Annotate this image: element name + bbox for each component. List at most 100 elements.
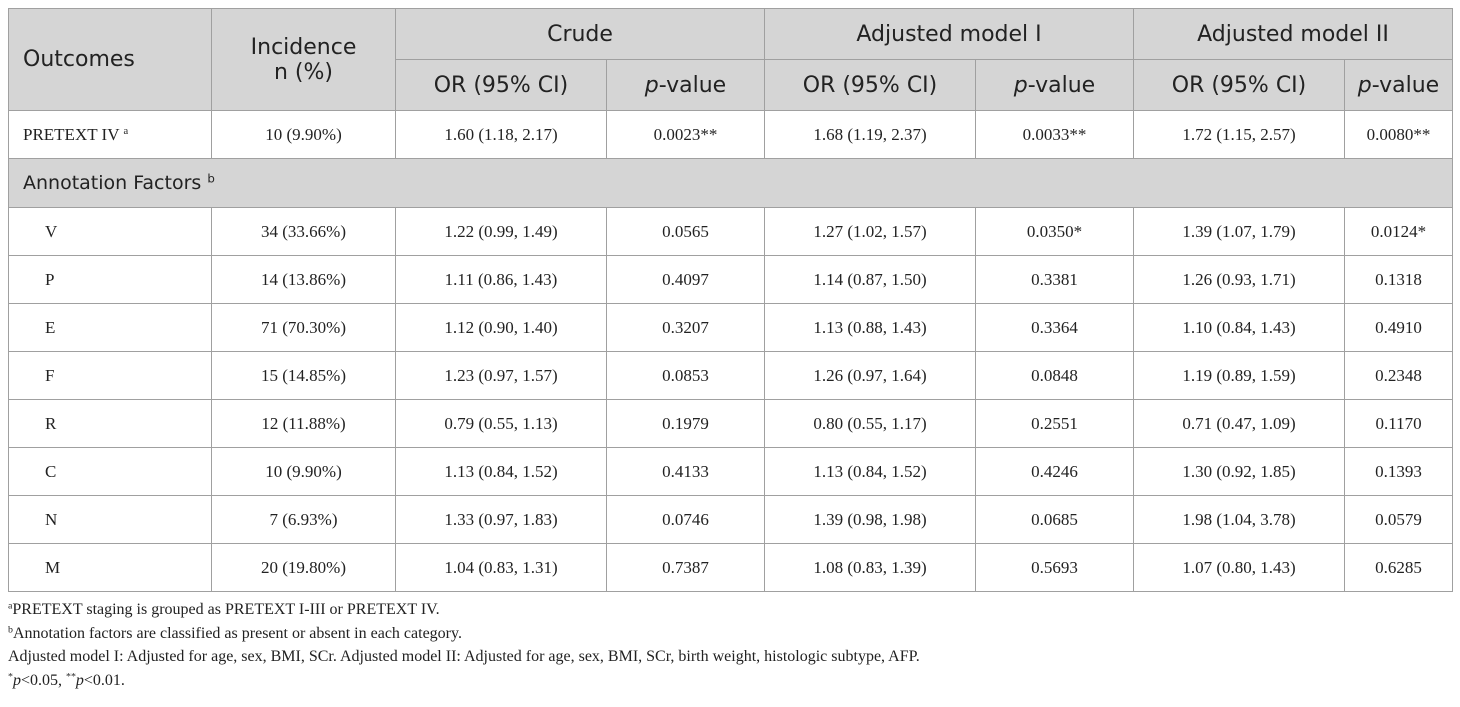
incidence-cell: 12 (11.88%)	[211, 399, 396, 448]
pvalue-cell-model-1: 0.3364	[975, 303, 1135, 352]
or-cell-crude: 1.11 (0.86, 1.43)	[395, 255, 607, 304]
table-row: M 20 (19.80%) 1.04 (0.83, 1.31) 0.7387 1.08 …	[8, 543, 1454, 592]
pvalue-cell-model-1: 0.5693	[975, 543, 1135, 592]
footnote-adjusted-models: Adjusted model I: Adjusted for age, sex,…	[8, 648, 920, 665]
pvalue-cell-model-1: 0.3381	[975, 255, 1135, 304]
pvalue-cell-crude: 0.4097	[605, 255, 766, 304]
or-cell-model-2: 1.30 (0.92, 1.85)	[1133, 447, 1346, 496]
or-cell-crude: 1.13 (0.84, 1.52)	[395, 447, 607, 496]
table-row: P 14 (13.86%) 1.11 (0.86, 1.43) 0.4097 1.14 …	[8, 255, 1454, 304]
header-or-crude: OR (95% CI)	[395, 59, 607, 111]
header-pvalue-model-1: p-value	[975, 59, 1135, 111]
row-label: F	[8, 351, 212, 400]
or-cell-model-2: 1.10 (0.84, 1.43)	[1133, 303, 1346, 352]
pvalue-cell-model-2: 0.1318	[1344, 255, 1454, 304]
results-table: Outcomes Incidence n (%) Crude Adjusted …	[7, 8, 1454, 592]
table-row: R 12 (11.88%) 0.79 (0.55, 1.13) 0.1979 0.80 …	[8, 399, 1454, 448]
table-row-pretext: PRETEXT IV a 10 (9.90%) 1.60 (1.18, 2.17…	[8, 110, 1454, 159]
pvalue-cell-crude: 0.0023**	[605, 110, 766, 159]
or-cell-model-2: 1.19 (0.89, 1.59)	[1133, 351, 1346, 400]
pvalue-cell-model-1: 0.0685	[975, 495, 1135, 544]
incidence-cell: 71 (70.30%)	[211, 303, 396, 352]
incidence-cell: 20 (19.80%)	[211, 543, 396, 592]
or-cell-crude: 1.04 (0.83, 1.31)	[395, 543, 607, 592]
pvalue-cell-crude: 0.3207	[605, 303, 766, 352]
pvalue-cell-model-2: 0.1393	[1344, 447, 1454, 496]
header-incidence-line2: n (%)	[273, 59, 333, 85]
footnote-b: bAnnotation factors are classified as pr…	[8, 624, 462, 642]
or-cell-crude: 1.33 (0.97, 1.83)	[395, 495, 607, 544]
row-label: E	[8, 303, 212, 352]
incidence-cell: 10 (9.90%)	[211, 110, 396, 159]
or-cell-model-2: 1.26 (0.93, 1.71)	[1133, 255, 1346, 304]
table-header: Outcomes Incidence n (%) Crude Adjusted …	[8, 8, 1454, 111]
header-group-adjusted-model-2: Adjusted model II	[1133, 8, 1454, 60]
header-or-model-2: OR (95% CI)	[1133, 59, 1346, 111]
row-label: N	[8, 495, 212, 544]
section-label: Annotation Factors b	[7, 158, 1454, 208]
or-cell-crude: 0.79 (0.55, 1.13)	[395, 399, 607, 448]
or-cell-model-2: 1.07 (0.80, 1.43)	[1133, 543, 1346, 592]
header-incidence-line1: Incidence	[250, 34, 357, 60]
row-label: V	[8, 207, 212, 256]
header-or-model-1: OR (95% CI)	[764, 59, 977, 111]
header-incidence: Incidence n (%)	[211, 8, 396, 111]
or-cell-model-1: 1.08 (0.83, 1.39)	[764, 543, 977, 592]
or-cell-model-2: 1.72 (1.15, 2.57)	[1133, 110, 1346, 159]
or-cell-model-1: 1.14 (0.87, 1.50)	[764, 255, 977, 304]
row-label: PRETEXT IV a	[8, 110, 212, 159]
header-group-adjusted-model-1: Adjusted model I	[764, 8, 1135, 60]
pvalue-cell-model-1: 0.4246	[975, 447, 1135, 496]
or-cell-model-1: 1.13 (0.84, 1.52)	[764, 447, 977, 496]
or-cell-model-2: 1.39 (1.07, 1.79)	[1133, 207, 1346, 256]
row-label: P	[8, 255, 212, 304]
row-label: C	[8, 447, 212, 496]
incidence-cell: 34 (33.66%)	[211, 207, 396, 256]
incidence-cell: 14 (13.86%)	[211, 255, 396, 304]
or-cell-model-1: 0.80 (0.55, 1.17)	[764, 399, 977, 448]
or-cell-model-1: 1.13 (0.88, 1.43)	[764, 303, 977, 352]
or-cell-model-1: 1.68 (1.19, 2.37)	[764, 110, 977, 159]
header-group-crude: Crude	[394, 8, 766, 60]
section-row-annotation-factors: Annotation Factors b	[7, 158, 1454, 208]
pvalue-cell-crude: 0.4133	[605, 447, 766, 496]
row-label: R	[8, 399, 212, 448]
row-label: M	[8, 543, 212, 592]
or-cell-model-2: 0.71 (0.47, 1.09)	[1133, 399, 1346, 448]
pvalue-cell-model-1: 0.0350*	[975, 207, 1135, 256]
table-row: C 10 (9.90%) 1.13 (0.84, 1.52) 0.4133 1.13 (…	[8, 447, 1454, 496]
pvalue-cell-model-2: 0.4910	[1344, 303, 1454, 352]
header-pvalue-model-2: p-value	[1344, 59, 1454, 111]
pvalue-cell-model-1: 0.0033**	[975, 110, 1135, 159]
header-pvalue-crude: p-value	[605, 59, 766, 111]
pvalue-cell-model-2: 0.0579	[1344, 495, 1454, 544]
footnotes: aPRETEXT staging is grouped as PRETEXT I…	[8, 598, 920, 692]
factor-rows: V 34 (33.66%) 1.22 (0.99, 1.49) 0.0565 1.27 …	[8, 207, 1454, 592]
or-cell-crude: 1.12 (0.90, 1.40)	[395, 303, 607, 352]
pvalue-cell-crude: 0.0853	[605, 351, 766, 400]
incidence-cell: 15 (14.85%)	[211, 351, 396, 400]
pvalue-cell-crude: 0.7387	[605, 543, 766, 592]
pvalue-cell-model-2: 0.1170	[1344, 399, 1454, 448]
or-cell-model-2: 1.98 (1.04, 3.78)	[1133, 495, 1346, 544]
pvalue-cell-model-1: 0.0848	[975, 351, 1135, 400]
footnote-a: aPRETEXT staging is grouped as PRETEXT I…	[8, 600, 440, 618]
footnote-significance: *p<0.05, **p<0.01.	[8, 671, 125, 689]
pvalue-cell-crude: 0.0746	[605, 495, 766, 544]
table-body: PRETEXT IV a 10 (9.90%) 1.60 (1.18, 2.17…	[7, 110, 1454, 208]
header-outcomes: Outcomes	[8, 8, 212, 111]
table-row: V 34 (33.66%) 1.22 (0.99, 1.49) 0.0565 1.27 …	[8, 207, 1454, 256]
table-row: E 71 (70.30%) 1.12 (0.90, 1.40) 0.3207 1.13 …	[8, 303, 1454, 352]
pvalue-cell-model-2: 0.0080**	[1344, 110, 1454, 159]
or-cell-model-1: 1.27 (1.02, 1.57)	[764, 207, 977, 256]
or-cell-model-1: 1.26 (0.97, 1.64)	[764, 351, 977, 400]
incidence-cell: 7 (6.93%)	[211, 495, 396, 544]
or-cell-model-1: 1.39 (0.98, 1.98)	[764, 495, 977, 544]
pvalue-cell-model-1: 0.2551	[975, 399, 1135, 448]
pvalue-cell-model-2: 0.0124*	[1344, 207, 1454, 256]
or-cell-crude: 1.22 (0.99, 1.49)	[395, 207, 607, 256]
or-cell-crude: 1.23 (0.97, 1.57)	[395, 351, 607, 400]
pvalue-cell-model-2: 0.2348	[1344, 351, 1454, 400]
results-table-container: Outcomes Incidence n (%) Crude Adjusted …	[7, 8, 1454, 592]
